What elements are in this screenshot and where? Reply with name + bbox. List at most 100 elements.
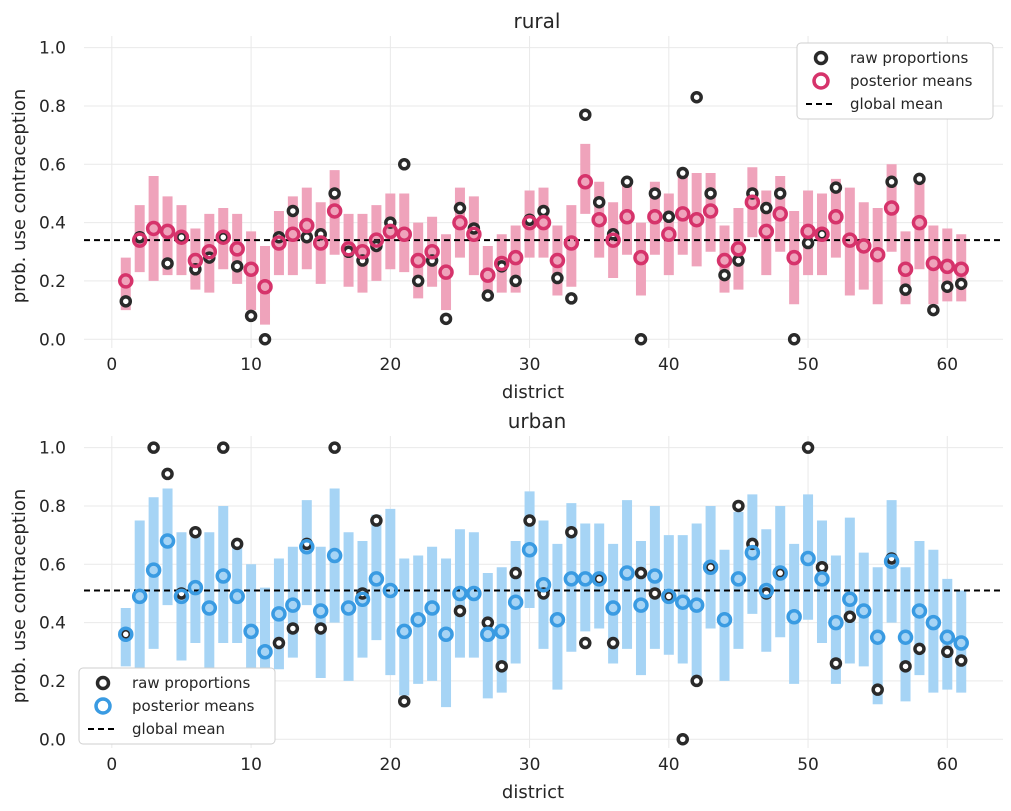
rural-posterior-point [619,209,635,225]
rural-y-tick-label: 0.0 [39,330,66,350]
rural-raw-point [398,158,411,171]
urban-raw-point [634,566,648,580]
rural-posterior-point [452,214,468,231]
rural-legend-mean-label: global mean [850,95,943,113]
rural-posterior-point [800,223,816,240]
rural-posterior-point [493,255,510,272]
urban-raw-point [328,441,341,454]
urban-raw-point [216,441,230,454]
urban-raw-point [481,616,495,629]
urban-posterior-point [507,594,524,610]
rural-raw-point [258,333,272,346]
urban-legend-mean-label: global mean [132,720,225,738]
urban-legend: raw proportions posterior means global m… [78,667,276,745]
rural-posterior-point [438,264,454,280]
urban-posterior-point [340,600,357,616]
urban-raw-point [161,467,174,481]
urban-raw-point [732,499,745,513]
urban-raw-point [370,514,383,527]
rural-y-tick-label: 0.8 [39,97,66,117]
rural-posterior-point [925,255,942,272]
urban-posterior-point [312,603,329,619]
urban-posterior-point [591,571,607,587]
rural-raw-point [899,283,912,296]
rural-posterior-point [131,232,148,248]
urban-raw-point [941,645,954,659]
rural-raw-point [927,303,940,317]
urban-posterior-point [173,588,190,605]
rural-raw-point [592,195,606,209]
rural-raw-point [161,257,174,270]
urban-posterior-point [285,597,301,613]
rural-x-tick-label: 40 [658,355,680,375]
urban-raw-point [899,660,912,673]
urban-posterior-point [661,588,677,605]
rural-posterior-point [312,235,329,251]
rural-posterior-point [257,279,273,295]
rural-raw-point [481,289,495,302]
urban-raw-point [147,441,160,454]
urban-posterior-point [647,568,663,584]
rural-raw-point [941,280,954,294]
urban-y-tick-label: 1.0 [39,439,66,459]
urban-posterior-point [131,588,148,605]
urban-posterior-point [633,597,649,613]
urban-posterior-point [674,594,691,610]
urban-raw-point [495,660,508,673]
rural-posterior-point [674,206,691,222]
urban-posterior-point [549,611,566,628]
urban-raw-point [648,587,662,600]
urban-posterior-point [800,550,816,567]
rural-posterior-point [842,232,858,248]
rural-posterior-point [828,209,844,225]
rural-posterior-point [744,194,761,210]
urban-posterior-point [271,606,287,622]
rural-raw-point [829,181,843,194]
urban-posterior-point [159,533,176,549]
rural-legend-box [796,42,994,120]
rural-posterior-point [897,261,914,278]
urban-raw-point [523,514,536,527]
urban-posterior-point [229,588,245,605]
urban-panel: urban 0.0 0.2 0.4 0.6 0.8 1.0 0 10 20 30 40 50 60 d… [9,409,1003,803]
rural-posterior-points [118,174,969,295]
urban-posterior-point [493,623,510,640]
rural-legend-raw-marker [813,50,829,66]
urban-title: urban [508,409,567,433]
rural-legend-raw-label: raw proportions [850,49,969,67]
rural-raw-point [300,230,314,244]
rural-raw-point [704,187,717,200]
rural-posterior-point [521,214,538,231]
rural-posterior-point [702,203,719,219]
urban-posterior-point [702,559,719,575]
urban-legend-posterior-marker [94,697,112,715]
urban-posterior-points [118,533,969,660]
rural-posterior-point [243,261,259,278]
urban-x-axis-label: district [502,782,564,803]
urban-legend-posterior-label: posterior means [132,697,255,715]
rural-posterior-point [577,174,594,190]
rural-legend: raw proportions posterior means global m… [796,42,994,120]
urban-posterior-point [828,614,844,631]
rural-posterior-point [368,232,385,248]
rural-raw-point [565,292,578,305]
rural-posterior-point [939,258,956,275]
urban-raw-points [119,441,968,746]
urban-posterior-point [605,600,621,616]
rural-raw-point [885,175,898,189]
rural-posterior-point [271,235,287,251]
rural-posterior-point [326,203,343,219]
rural-raw-point [732,254,745,267]
urban-posterior-point [730,571,747,587]
urban-posterior-point [619,565,635,581]
rural-raw-point [328,187,341,200]
urban-posterior-point [911,603,928,619]
rural-posterior-point [410,252,426,269]
rural-raw-point [954,277,968,291]
urban-raw-point [189,525,202,539]
urban-raw-point [690,674,703,688]
rural-raw-point [690,90,703,104]
rural-posterior-point [647,209,663,225]
rural-posterior-point [605,232,621,248]
rural-posterior-point [187,252,204,269]
